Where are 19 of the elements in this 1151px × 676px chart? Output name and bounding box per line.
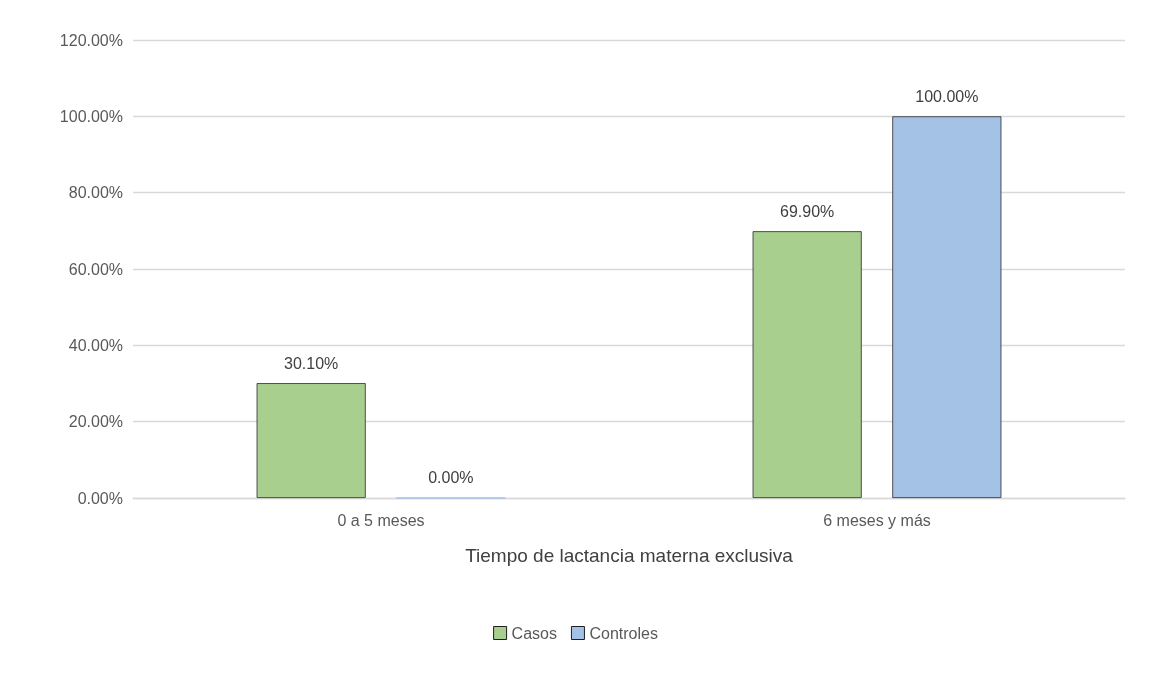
x-tick-label: 0 a 5 meses [337,511,425,529]
bar [256,383,366,498]
y-tick-label: 120.00% [59,31,123,49]
y-tick-label: 20.00% [68,413,123,431]
legend-label: Controles [589,624,658,642]
data-label: 69.90% [780,202,835,220]
y-tick-label: 60.00% [68,260,123,278]
bar [892,116,1002,498]
y-tick-label: 40.00% [68,336,123,354]
y-tick-label: 0.00% [77,489,123,507]
x-tick-label: 6 meses y más [823,511,931,529]
bar [752,231,862,498]
legend-label: Casos [511,624,557,642]
data-label: 0.00% [428,469,474,486]
data-label: 30.10% [284,354,339,372]
data-label: 100.00% [915,87,979,105]
y-tick-label: 80.00% [68,184,123,202]
y-tick-label: 100.00% [59,107,123,125]
x-axis-title: Tiempo de lactancia materna exclusiva [465,545,794,566]
